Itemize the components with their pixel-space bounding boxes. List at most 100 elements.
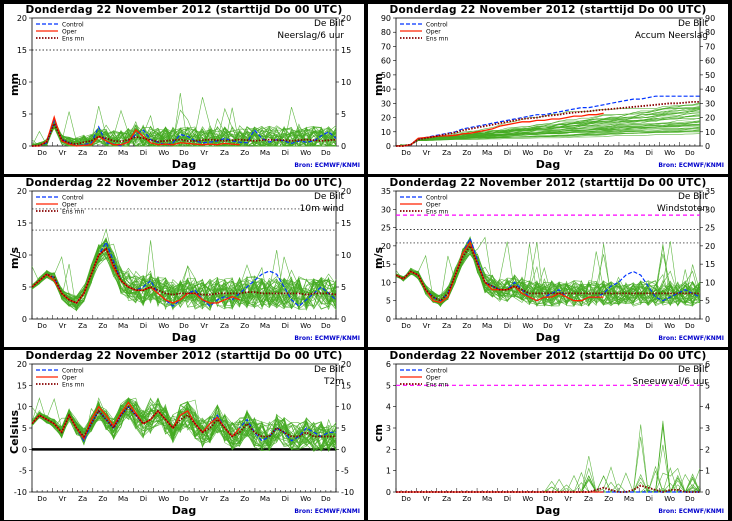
y-tick-label: 80 (381, 28, 391, 37)
ensemble-member-line (395, 236, 701, 307)
y-tick-label-right: 30 (705, 99, 715, 108)
x-day-label: Wo (300, 322, 311, 330)
x-day-label: Do (37, 149, 47, 157)
panel-title: Donderdag 22 November 2012 (starttijd Do… (25, 177, 343, 189)
x-day-label: Do (179, 149, 189, 157)
legend-label: Oper (426, 29, 441, 36)
x-day-label: Vr (423, 149, 431, 157)
source-label: Bron: ECMWF/KNMI (294, 508, 360, 515)
y-tick-label-right: 10 (705, 278, 715, 287)
ensemble-member-line (31, 237, 337, 311)
panel-accum: Donderdag 22 November 2012 (starttijd Do… (368, 4, 728, 174)
source-label: Bron: ECMWF/KNMI (294, 335, 360, 342)
x-day-label: Di (140, 495, 147, 503)
variable-label: Accum Neerslag (634, 31, 708, 41)
y-tick-label: 70 (381, 42, 391, 51)
y-tick-label-right: 10 (705, 128, 715, 137)
x-axis-label: Dag (535, 504, 561, 517)
x-day-label: Do (543, 149, 553, 157)
ensemble-member-line (396, 467, 700, 493)
x-day-label: Zo (604, 149, 613, 157)
y-tick-label-right: 15 (341, 381, 351, 390)
ensemble-member-line (32, 124, 337, 147)
y-tick-label: 2 (386, 445, 391, 454)
legend-label: Control (426, 368, 448, 375)
x-day-label: Do (401, 495, 411, 503)
x-day-label: Za (78, 322, 87, 330)
x-day-label: Zo (462, 149, 471, 157)
x-day-label: Di (282, 322, 289, 330)
x-day-label: Do (37, 322, 47, 330)
x-day-label: Zo (604, 495, 613, 503)
legend-label: Control (62, 368, 84, 375)
ensemble-member-line (396, 467, 700, 493)
y-tick-label-right: 40 (705, 85, 715, 94)
x-day-label: Do (543, 322, 553, 330)
x-day-label: Di (646, 149, 653, 157)
variable-label: Neerslag/6 uur (277, 31, 344, 41)
control-line (396, 95, 700, 147)
x-day-label: Di (282, 495, 289, 503)
y-tick-label: 5 (22, 424, 27, 433)
ensemble-member-line (395, 122, 700, 146)
y-tick-label: 10 (381, 128, 391, 137)
x-axis-label: Dag (535, 158, 561, 171)
x-day-label: Ma (624, 149, 634, 157)
location-label: De Bilt (313, 192, 344, 202)
y-tick-label-right: -5 (341, 467, 349, 476)
x-day-label: Ma (118, 149, 128, 157)
variable-label: T2m (324, 377, 344, 387)
legend-label: Oper (62, 375, 77, 382)
y-tick-label: 15 (17, 46, 27, 55)
y-tick-label: 10 (17, 78, 27, 87)
y-tick-label: 20 (381, 114, 391, 123)
y-tick-label-right: 2 (705, 445, 710, 454)
y-tick-label-right: 0 (705, 315, 710, 324)
y-tick-label-right: 10 (341, 403, 351, 412)
x-day-label: Ma (482, 149, 492, 157)
panel-title: Donderdag 22 November 2012 (starttijd Do… (25, 350, 343, 362)
x-day-label: Do (401, 322, 411, 330)
x-axis-label: Dag (171, 331, 197, 344)
x-day-label: Vr (200, 149, 208, 157)
panel-title: Donderdag 22 November 2012 (starttijd Do… (25, 4, 343, 16)
panel-sneeuw: Donderdag 22 November 2012 (starttijd Do… (368, 350, 728, 520)
y-tick-label: 15 (17, 219, 27, 228)
x-day-label: Vr (59, 149, 67, 157)
y-tick-label-right: 30 (705, 205, 715, 214)
ensemble-member-line (31, 109, 337, 147)
y-tick-label-right: 4 (705, 403, 710, 412)
x-day-label: Vr (564, 322, 572, 330)
x-day-label: Zo (98, 495, 107, 503)
x-axis-label: Dag (171, 158, 197, 171)
oper-line (32, 115, 240, 147)
ensemble-member-line (395, 109, 701, 146)
x-day-label: Za (78, 495, 87, 503)
y-tick-label-right: 3 (705, 424, 710, 433)
x-day-label: Wo (300, 149, 311, 157)
y-tick-label: 10 (381, 278, 391, 287)
y-tick-label: 1 (386, 467, 391, 476)
y-tick-label: -5 (19, 467, 27, 476)
y-tick-label-right: 6 (705, 360, 710, 369)
location-label: De Bilt (313, 365, 344, 375)
x-day-label: Di (140, 322, 147, 330)
variable-label: 10m wind (299, 204, 344, 214)
x-day-label: Di (504, 495, 511, 503)
y-tick-label-right: 5 (341, 110, 346, 119)
panel-neerslag: Donderdag 22 November 2012 (starttijd Do… (4, 4, 364, 174)
y-tick-label-right: 0 (705, 142, 710, 151)
y-tick-label: 5 (386, 297, 391, 306)
x-day-label: Vr (423, 322, 431, 330)
y-tick-label-right: 15 (341, 219, 351, 228)
y-tick-label: 90 (381, 14, 391, 23)
x-day-label: Wo (522, 322, 533, 330)
y-tick-label: 25 (381, 224, 391, 233)
y-tick-label: 40 (381, 85, 391, 94)
y-tick-label-right: 90 (705, 14, 715, 23)
x-day-label: Do (321, 495, 331, 503)
x-day-label: Ma (482, 322, 492, 330)
legend-label: Ens mn (426, 382, 448, 389)
x-day-label: Zo (98, 149, 107, 157)
panel-windstoten: Donderdag 22 November 2012 (starttijd Do… (368, 177, 728, 347)
